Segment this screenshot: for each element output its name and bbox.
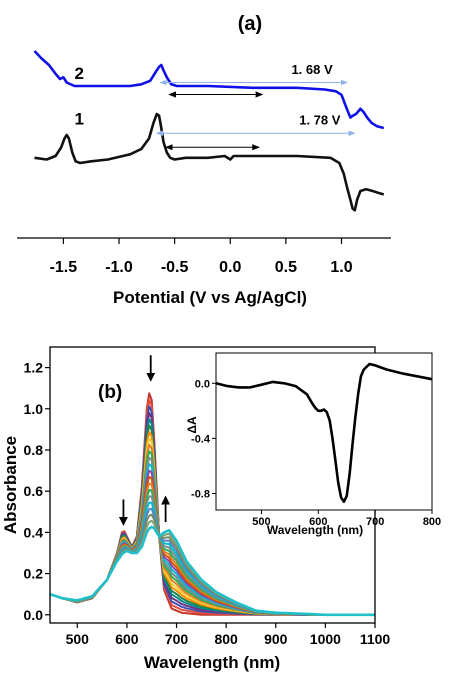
panel-b-y-tick-label: 0.2: [24, 566, 44, 582]
panel-b-spectra: [49, 392, 375, 617]
panel-a-annotations: 1. 68 V 1. 78 V: [156, 62, 356, 151]
inset-background: [216, 353, 432, 510]
panel-a-series-line-1: [34, 112, 385, 212]
inset-y-tick-label: -0.8: [191, 488, 210, 500]
panel-a-x-tick-label: 1.0: [330, 259, 352, 276]
absorption-spectra-panel: 500 600 700 800 900 1000 1100 0.0 0.2 0.4 0.6 0.8 1.…: [1, 346, 441, 672]
inset-ticks: 500 600 700 800 0.0 -0.4 -0.8: [191, 378, 441, 528]
panel-b-x-tick-label: 800: [214, 631, 238, 647]
panel-a-x-tick-label: -1.5: [50, 259, 78, 276]
panel-b-x-tick-label: 500: [66, 631, 90, 647]
panel-b-x-axis-title: Wavelength (nm): [144, 653, 280, 672]
panel-a-x-ticks: -1.5 -1.0 -0.5 0.0 0.5 1.0: [50, 238, 353, 276]
inset-x-axis-title: Wavelength (nm): [267, 523, 363, 537]
cyclic-voltammogram-panel: (a) -1.5 -1.0 -0.5 0.0 0.5 1.0 2 1 1. 68 V 1. 7…: [17, 13, 391, 307]
panel-b-ticks: 500 600 700 800 900 1000 1100 0.0 0.2 0.4 0.6 0.8 1.…: [24, 360, 391, 647]
panel-a-series-label-2: 2: [75, 64, 84, 83]
panel-a-x-tick-label: -1.0: [105, 259, 133, 276]
panel-b-x-tick-label: 600: [115, 631, 139, 647]
panel-b-y-tick-label: 1.2: [24, 360, 44, 376]
panel-b-spectrum-21: [49, 525, 375, 617]
panel-b-x-tick-label: 900: [264, 631, 288, 647]
panel-b-x-tick-label: 700: [165, 631, 189, 647]
panel-a-x-tick-label: 0.0: [219, 259, 241, 276]
panel-b-x-tick-label: 1000: [310, 631, 341, 647]
inset-y-axis-title: ΔA: [185, 416, 199, 434]
panel-a-x-axis-title: Potential (V vs Ag/AgCl): [113, 288, 307, 307]
inset-x-tick-label: 500: [252, 516, 270, 528]
inset-x-tick-label: 600: [309, 516, 327, 528]
panel-b-label: (b): [98, 382, 122, 403]
inset-series: [215, 362, 433, 503]
inset-y-tick-label: 0.0: [195, 378, 210, 390]
inset-y-tick-label: -0.4: [191, 433, 211, 445]
panel-b-y-tick-label: 1.0: [24, 401, 44, 417]
panel-a-gap-label-1: 1. 78 V: [299, 113, 341, 128]
panel-b-x-tick-label: 1100: [360, 631, 391, 647]
panel-b-y-tick-label: 0.8: [24, 442, 44, 458]
inset-difference-line: [215, 362, 433, 503]
panel-b-y-tick-label: 0.4: [24, 524, 44, 540]
inset-x-tick-label: 700: [366, 516, 384, 528]
panel-a-gap-label-0: 1. 68 V: [291, 62, 333, 77]
inset-x-tick-label: 800: [423, 516, 441, 528]
inset-frame: [215, 352, 433, 511]
panel-b-y-tick-label: 0.0: [24, 607, 44, 623]
panel-a-x-tick-label: -0.5: [161, 259, 189, 276]
panel-b-y-tick-label: 0.6: [24, 483, 44, 499]
panel-a-x-tick-label: 0.5: [275, 259, 297, 276]
panel-b-arrows: [118, 355, 171, 526]
panel-b-y-axis-title: Absorbance: [1, 436, 20, 534]
panel-a-label: (a): [238, 13, 262, 35]
panel-a-series-label-1: 1: [75, 110, 84, 129]
